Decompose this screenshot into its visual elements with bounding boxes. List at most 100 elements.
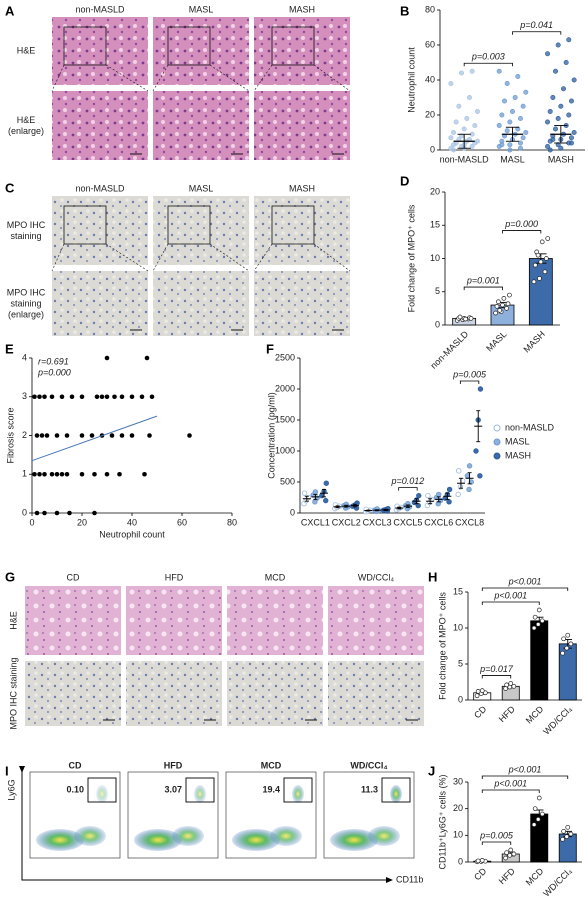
column-header: HFD: [164, 760, 183, 770]
y-tick-label: 40: [425, 74, 435, 84]
data-point: [104, 355, 110, 361]
micrograph: [227, 586, 323, 655]
data-point: [511, 851, 517, 857]
data-point: [323, 480, 329, 486]
flow-y-label: Ly6G: [6, 779, 16, 800]
flow-x-label: CD11b: [396, 874, 423, 884]
data-point: [568, 140, 574, 146]
data-point: [496, 68, 502, 74]
data-point: [436, 491, 442, 498]
x-tick-label: 40: [127, 517, 137, 527]
legend-label: non-MASLD: [505, 422, 555, 432]
row-label: H&E (enlarge): [7, 114, 45, 136]
comparison-bracket: [481, 601, 540, 605]
data-point: [475, 858, 481, 864]
p-value: p=0.005: [452, 369, 487, 379]
data-point: [34, 510, 40, 516]
data-point: [561, 828, 566, 834]
data-point: [507, 852, 513, 858]
data-point: [64, 471, 70, 477]
data-point: [64, 433, 70, 438]
data-point: [474, 693, 480, 699]
micrograph: [126, 661, 222, 726]
column-header: HFD: [165, 572, 184, 582]
y-tick-label: 0: [22, 507, 27, 517]
panel-letter: F: [266, 341, 274, 356]
data-point: [565, 824, 571, 830]
data-point: [565, 632, 571, 638]
x-tick-label: 20: [77, 517, 87, 527]
data-point: [507, 292, 512, 298]
y-tick-label: 60: [425, 39, 435, 49]
y-tick-label: 3: [22, 391, 27, 401]
column-header: WD/CCl₄: [350, 760, 387, 770]
data-point: [301, 490, 308, 496]
y-tick-label: 15: [453, 586, 463, 596]
data-point: [539, 239, 545, 245]
data-point: [92, 471, 97, 477]
data-point: [555, 116, 561, 122]
comparison-bracket: [463, 62, 513, 67]
inset-guide: [253, 243, 273, 272]
data-point: [129, 394, 135, 400]
data-point: [54, 471, 60, 477]
data-point: [566, 112, 572, 118]
data-point: [54, 433, 60, 438]
column-header: MCD: [261, 760, 282, 770]
data-point: [545, 236, 551, 241]
micrograph: [254, 91, 350, 160]
data-point: [502, 98, 508, 104]
y-tick-label: 10: [430, 253, 440, 263]
y-tick-label: 2500: [275, 352, 295, 362]
panel-letter: J: [428, 763, 435, 778]
x-tick-label: MASL: [500, 154, 525, 164]
data-point: [451, 130, 457, 136]
data-point: [536, 795, 542, 801]
data-point: [545, 144, 551, 150]
inset-guide: [105, 243, 149, 272]
x-tick-label: CXCL5: [393, 517, 422, 527]
data-point: [550, 137, 556, 143]
micrograph: [52, 17, 148, 85]
data-point: [508, 681, 514, 686]
data-point: [32, 471, 37, 477]
column-header: MASL: [189, 4, 214, 14]
p-value: p<0.001: [508, 764, 542, 774]
row-label: MPO IHC staining: [8, 657, 18, 729]
p-value: p=0.003: [471, 52, 505, 62]
data-point: [532, 614, 538, 620]
x-tick-label: WD/CCl₄: [541, 704, 574, 737]
data-point: [517, 116, 523, 122]
data-point: [89, 433, 95, 438]
y-axis-label: Neutrophil count: [406, 47, 416, 113]
panel-letter: E: [5, 341, 14, 356]
data-point: [149, 394, 155, 400]
data-point: [571, 130, 577, 136]
legend-label: MASL: [505, 436, 530, 446]
y-tick-label: 0: [458, 694, 463, 704]
inset-guide: [51, 64, 65, 92]
data-point: [507, 142, 513, 148]
y-axis-label: Fold change of MPO⁺ cells: [437, 592, 447, 700]
micrograph: [153, 271, 249, 336]
panel-letter: I: [5, 763, 9, 778]
data-point: [142, 471, 147, 477]
inset-box: [167, 26, 211, 66]
y-axis-label: Fibrosis score: [5, 407, 15, 463]
data-point: [542, 269, 548, 275]
micrograph: [25, 661, 121, 726]
data-point: [473, 448, 479, 454]
data-point: [469, 68, 475, 74]
data-point: [312, 489, 319, 495]
flow-density: [172, 826, 204, 846]
micrograph: [227, 661, 323, 726]
data-point: [34, 433, 40, 438]
data-point: [54, 510, 60, 516]
micrograph: [254, 271, 350, 336]
data-point: [477, 473, 483, 479]
y-tick-label: 1: [22, 469, 27, 479]
data-point: [482, 690, 488, 696]
data-point: [459, 70, 465, 76]
p-value: p=0.017: [479, 664, 514, 674]
